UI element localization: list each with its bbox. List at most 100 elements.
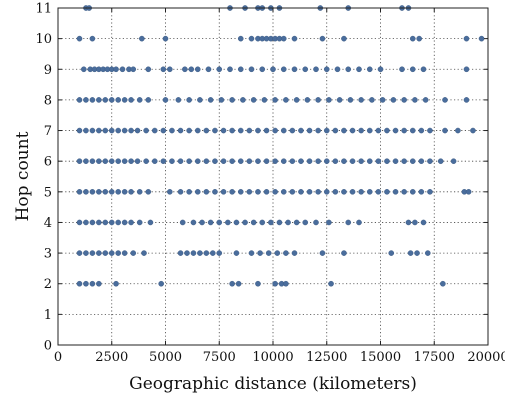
data-point bbox=[259, 66, 266, 73]
data-point bbox=[358, 127, 364, 134]
data-point bbox=[227, 66, 233, 73]
data-point bbox=[250, 97, 257, 103]
data-point bbox=[207, 219, 214, 226]
data-point bbox=[283, 250, 289, 256]
data-point bbox=[366, 158, 373, 164]
axis-ticks bbox=[57, 7, 489, 346]
data-point bbox=[412, 97, 418, 103]
data-point bbox=[409, 66, 416, 73]
data-point bbox=[293, 219, 300, 226]
data-point bbox=[145, 189, 152, 195]
data-point bbox=[89, 97, 96, 103]
data-point bbox=[115, 97, 121, 103]
data-point bbox=[298, 158, 304, 164]
data-point bbox=[119, 66, 126, 73]
data-points bbox=[76, 5, 485, 287]
y-tick-label: 0 bbox=[44, 339, 52, 354]
y-tick-labels: 0 1 2 3 4 5 6 7 8 9 10 11 bbox=[35, 2, 52, 354]
data-point bbox=[341, 189, 347, 195]
data-point bbox=[313, 219, 319, 226]
data-point bbox=[250, 219, 257, 226]
data-point bbox=[263, 189, 270, 195]
data-point bbox=[332, 127, 339, 134]
data-point bbox=[409, 158, 416, 164]
data-point bbox=[177, 250, 184, 256]
data-point bbox=[375, 127, 382, 134]
data-point bbox=[205, 66, 212, 73]
data-point bbox=[465, 189, 472, 195]
data-point bbox=[418, 189, 425, 195]
data-point bbox=[229, 189, 235, 195]
y-tick-label: 1 bbox=[44, 308, 52, 323]
data-point bbox=[186, 189, 192, 195]
data-point bbox=[199, 219, 205, 226]
data-point bbox=[76, 35, 83, 42]
data-point bbox=[136, 97, 143, 103]
data-point bbox=[162, 97, 169, 103]
data-point bbox=[143, 158, 149, 164]
data-point bbox=[96, 250, 102, 256]
data-point bbox=[315, 189, 321, 195]
data-point bbox=[160, 127, 167, 134]
data-point bbox=[102, 127, 109, 134]
data-point bbox=[345, 66, 352, 73]
data-point bbox=[388, 250, 395, 256]
data-point bbox=[194, 189, 201, 195]
data-point bbox=[134, 158, 141, 164]
data-point bbox=[450, 158, 457, 164]
data-point bbox=[285, 219, 291, 226]
data-point bbox=[130, 250, 137, 256]
data-point bbox=[207, 97, 214, 103]
data-point bbox=[248, 250, 255, 256]
data-point bbox=[194, 66, 201, 73]
data-point bbox=[128, 158, 134, 164]
data-point bbox=[237, 127, 244, 134]
data-point bbox=[422, 97, 429, 103]
data-point bbox=[291, 66, 298, 73]
data-point bbox=[323, 189, 330, 195]
data-point bbox=[409, 35, 416, 42]
x-tick-label: 7500 bbox=[203, 350, 236, 365]
data-point bbox=[203, 189, 210, 195]
data-point bbox=[197, 97, 203, 103]
x-tick-label: 2500 bbox=[95, 350, 128, 365]
data-point bbox=[130, 66, 137, 73]
data-point bbox=[401, 158, 407, 164]
data-point bbox=[268, 219, 274, 226]
data-point bbox=[313, 66, 319, 73]
data-point bbox=[384, 127, 390, 134]
data-point bbox=[319, 250, 326, 256]
data-point bbox=[263, 127, 270, 134]
data-point bbox=[440, 280, 446, 287]
data-point bbox=[259, 219, 266, 226]
x-axis-label: Geographic distance (kilometers) bbox=[129, 374, 417, 394]
data-point bbox=[218, 97, 225, 103]
data-point bbox=[96, 158, 102, 164]
data-point bbox=[416, 35, 423, 42]
data-point bbox=[102, 219, 109, 226]
data-point bbox=[121, 97, 128, 103]
data-point bbox=[356, 219, 362, 226]
data-point bbox=[212, 158, 218, 164]
data-point bbox=[349, 158, 356, 164]
data-point bbox=[169, 127, 175, 134]
data-point bbox=[392, 189, 399, 195]
data-point bbox=[108, 97, 115, 103]
data-point bbox=[293, 97, 300, 103]
data-point bbox=[108, 127, 115, 134]
data-point bbox=[76, 127, 83, 134]
data-point bbox=[366, 189, 373, 195]
data-point bbox=[323, 158, 330, 164]
data-point bbox=[263, 158, 270, 164]
data-point bbox=[240, 97, 246, 103]
data-point bbox=[298, 189, 304, 195]
data-point bbox=[151, 158, 158, 164]
data-point bbox=[143, 127, 149, 134]
data-point bbox=[392, 158, 399, 164]
data-point bbox=[89, 219, 96, 226]
data-point bbox=[194, 127, 201, 134]
data-point bbox=[151, 127, 158, 134]
data-point bbox=[401, 127, 407, 134]
data-point bbox=[349, 127, 356, 134]
data-point bbox=[375, 189, 382, 195]
